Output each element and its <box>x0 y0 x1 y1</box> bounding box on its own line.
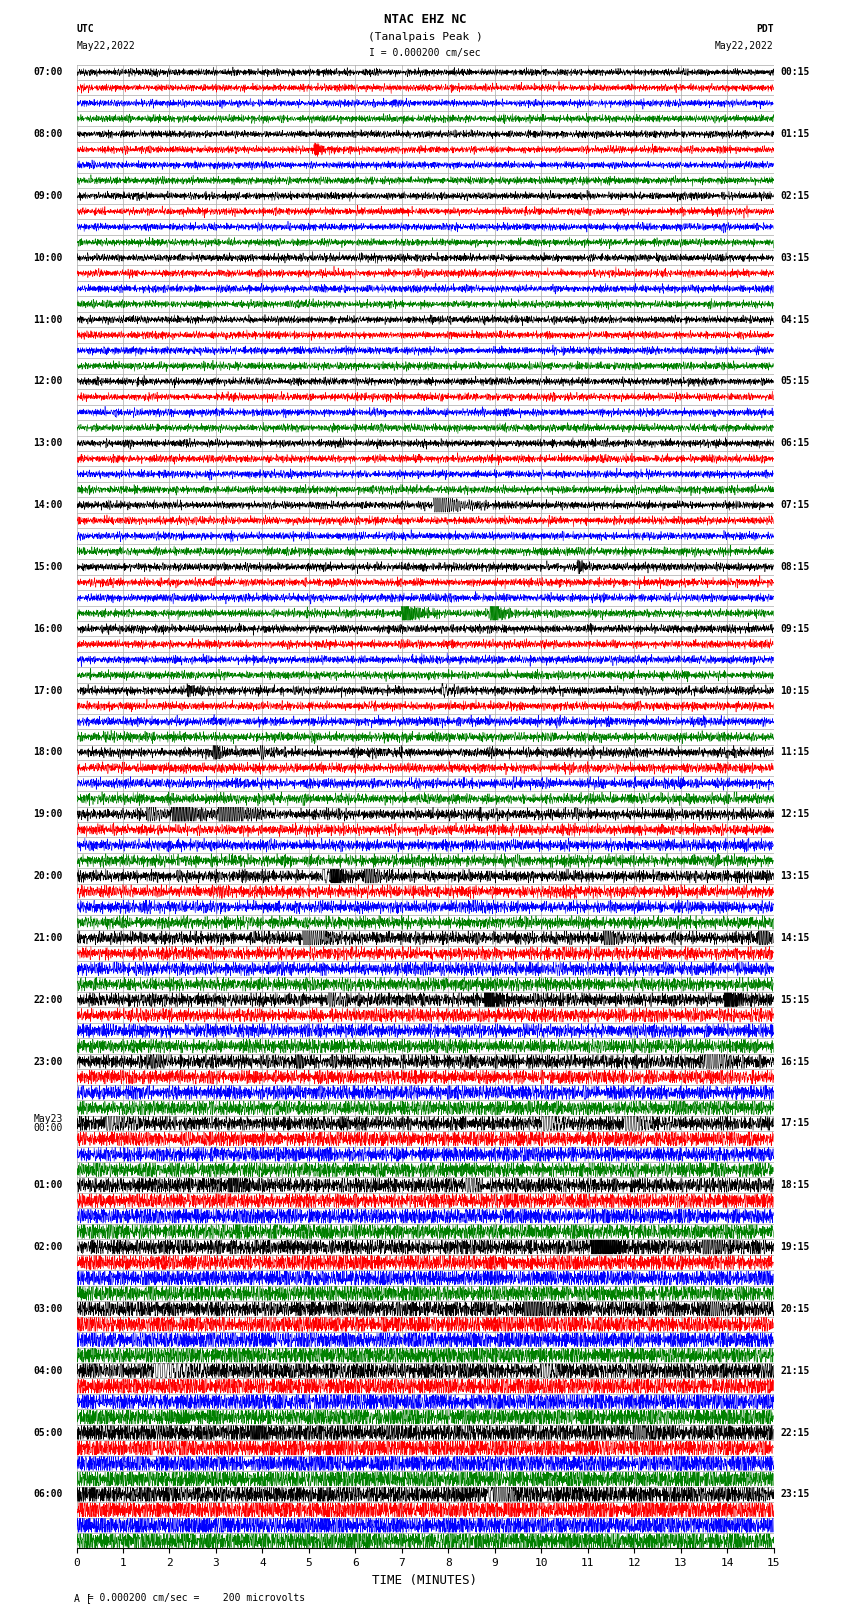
Text: A [: A [ <box>74 1594 91 1603</box>
Text: 01:00: 01:00 <box>33 1181 63 1190</box>
Text: I = 0.000200 cm/sec: I = 0.000200 cm/sec <box>369 47 481 58</box>
Text: 19:15: 19:15 <box>780 1242 810 1252</box>
Text: PDT: PDT <box>756 24 774 34</box>
Text: 23:00: 23:00 <box>33 1057 63 1066</box>
Text: 07:00: 07:00 <box>33 68 63 77</box>
Text: 12:00: 12:00 <box>33 376 63 387</box>
Text: 16:00: 16:00 <box>33 624 63 634</box>
Text: 14:00: 14:00 <box>33 500 63 510</box>
Text: 03:15: 03:15 <box>780 253 810 263</box>
Text: 15:00: 15:00 <box>33 561 63 573</box>
Text: 13:15: 13:15 <box>780 871 810 881</box>
Text: 03:00: 03:00 <box>33 1303 63 1315</box>
Text: 19:00: 19:00 <box>33 810 63 819</box>
Text: 02:15: 02:15 <box>780 190 810 202</box>
Text: 13:00: 13:00 <box>33 439 63 448</box>
Text: 16:15: 16:15 <box>780 1057 810 1066</box>
Text: NTAC EHZ NC: NTAC EHZ NC <box>383 13 467 26</box>
Text: 21:15: 21:15 <box>780 1366 810 1376</box>
Text: 07:15: 07:15 <box>780 500 810 510</box>
Text: 05:00: 05:00 <box>33 1428 63 1437</box>
Text: 06:15: 06:15 <box>780 439 810 448</box>
Text: 21:00: 21:00 <box>33 932 63 944</box>
Text: = 0.000200 cm/sec =    200 microvolts: = 0.000200 cm/sec = 200 microvolts <box>76 1594 306 1603</box>
Text: 01:15: 01:15 <box>780 129 810 139</box>
Text: 09:00: 09:00 <box>33 190 63 202</box>
Text: 17:15: 17:15 <box>780 1118 810 1129</box>
Text: 12:15: 12:15 <box>780 810 810 819</box>
Text: 04:00: 04:00 <box>33 1366 63 1376</box>
Text: May23: May23 <box>33 1113 63 1124</box>
Text: 09:15: 09:15 <box>780 624 810 634</box>
Text: May22,2022: May22,2022 <box>76 40 135 50</box>
X-axis label: TIME (MINUTES): TIME (MINUTES) <box>372 1574 478 1587</box>
Text: 10:15: 10:15 <box>780 686 810 695</box>
Text: 02:00: 02:00 <box>33 1242 63 1252</box>
Text: 20:15: 20:15 <box>780 1303 810 1315</box>
Text: May22,2022: May22,2022 <box>715 40 774 50</box>
Text: 15:15: 15:15 <box>780 995 810 1005</box>
Text: 00:00: 00:00 <box>33 1123 63 1132</box>
Text: 04:15: 04:15 <box>780 315 810 324</box>
Text: 08:00: 08:00 <box>33 129 63 139</box>
Text: 20:00: 20:00 <box>33 871 63 881</box>
Text: 08:15: 08:15 <box>780 561 810 573</box>
Text: 00:15: 00:15 <box>780 68 810 77</box>
Text: 22:15: 22:15 <box>780 1428 810 1437</box>
Text: 23:15: 23:15 <box>780 1489 810 1500</box>
Text: 11:15: 11:15 <box>780 747 810 758</box>
Text: (Tanalpais Peak ): (Tanalpais Peak ) <box>367 32 483 42</box>
Text: 22:00: 22:00 <box>33 995 63 1005</box>
Text: 05:15: 05:15 <box>780 376 810 387</box>
Text: UTC: UTC <box>76 24 94 34</box>
Text: 18:00: 18:00 <box>33 747 63 758</box>
Text: 06:00: 06:00 <box>33 1489 63 1500</box>
Text: 14:15: 14:15 <box>780 932 810 944</box>
Text: 10:00: 10:00 <box>33 253 63 263</box>
Text: 11:00: 11:00 <box>33 315 63 324</box>
Text: 18:15: 18:15 <box>780 1181 810 1190</box>
Text: 17:00: 17:00 <box>33 686 63 695</box>
